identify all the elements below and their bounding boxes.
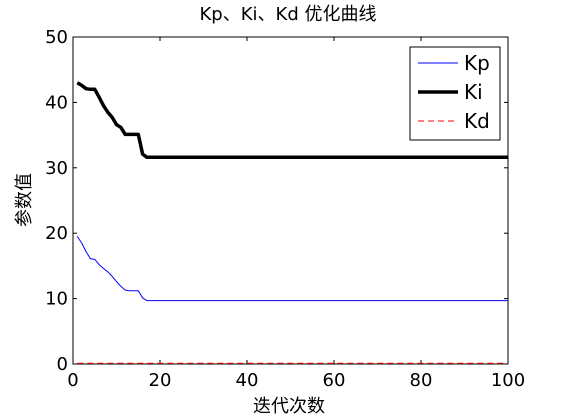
y-tick-label: 50 (45, 27, 68, 48)
legend-label-kd: Kd (464, 109, 490, 133)
x-tick-label: 40 (236, 370, 259, 391)
y-axis: 0 10 20 30 40 50 (45, 27, 508, 375)
series-line-ki (76, 81, 508, 160)
x-axis-label: 迭代次数 (253, 396, 325, 417)
legend: Kp Ki Kd (409, 46, 501, 141)
x-axis: 0 20 40 60 80 100 (67, 37, 525, 391)
y-tick-label: 0 (57, 354, 68, 375)
chart-title: Kp、Ki、Kd 优化曲线 (200, 4, 377, 25)
x-tick-label: 20 (149, 370, 172, 391)
legend-label-ki: Ki (464, 80, 483, 104)
x-tick-label: 100 (491, 370, 525, 391)
x-tick-label: 0 (67, 370, 78, 391)
x-tick-label: 80 (410, 370, 433, 391)
series-layer (76, 81, 508, 364)
y-tick-label: 40 (45, 92, 68, 113)
y-tick-label: 10 (45, 289, 68, 310)
y-tick-label: 30 (45, 158, 68, 179)
y-axis-label: 参数值 (14, 173, 35, 227)
y-tick-label: 20 (45, 223, 68, 244)
legend-label-kp: Kp (464, 51, 490, 75)
series-line-kp (76, 236, 508, 302)
x-tick-label: 60 (323, 370, 346, 391)
